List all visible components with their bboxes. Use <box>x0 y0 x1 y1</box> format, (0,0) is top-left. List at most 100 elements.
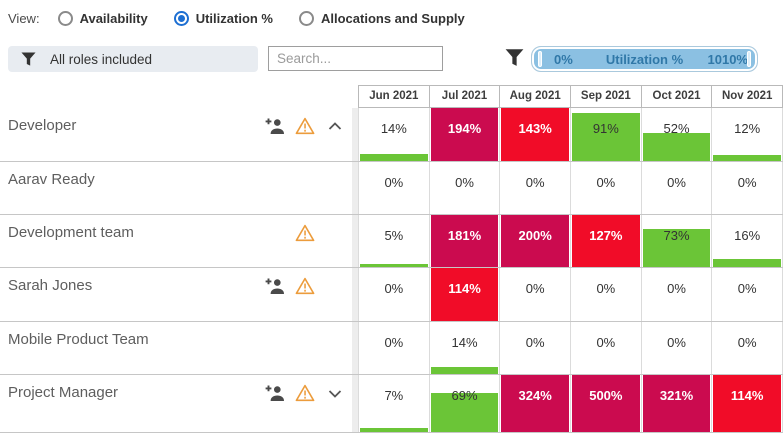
month-headers: Jun 2021 Jul 2021 Aug 2021 Sep 2021 Oct 2021… <box>358 85 783 108</box>
utilization-fill <box>501 215 570 267</box>
icon-slot <box>260 277 290 295</box>
add-person-icon[interactable] <box>265 278 285 295</box>
grid-header: Jun 2021 Jul 2021 Aug 2021 Sep 2021 Oct 2021… <box>0 85 783 108</box>
utilization-value: 14% <box>451 335 478 350</box>
utilization-cell[interactable]: 127% <box>570 215 641 267</box>
utilization-cell[interactable]: 0% <box>570 268 641 321</box>
utilization-cell[interactable]: 0% <box>428 162 500 214</box>
resource-name: Aarav Ready <box>8 171 95 188</box>
utilization-filter-button[interactable] <box>503 48 525 70</box>
utilization-cell[interactable]: 14% <box>358 108 429 161</box>
utilization-cell[interactable]: 16% <box>711 215 783 267</box>
resource-row-development-team: Development team 5% 181% 200% 127% 73% 16% <box>0 215 783 268</box>
add-person-icon[interactable] <box>265 385 285 402</box>
utilization-cell[interactable]: 321% <box>640 375 712 432</box>
utilization-cell[interactable]: 0% <box>570 162 641 214</box>
utilization-fill <box>430 108 499 161</box>
view-option-availability[interactable]: Availability <box>57 10 148 26</box>
icon-slot <box>260 224 290 242</box>
utilization-value: 7% <box>384 388 404 403</box>
slider-handle-min[interactable] <box>538 51 542 67</box>
pane-divider <box>352 215 358 267</box>
utilization-cell[interactable]: 14% <box>428 322 500 374</box>
utilization-range-slider[interactable]: 0% Utilization % 1010% <box>531 46 758 72</box>
radio-selected-icon[interactable] <box>173 10 189 26</box>
view-option-allocations-and-supply[interactable]: Allocations and Supply <box>299 10 465 26</box>
utilization-cell[interactable]: 0% <box>640 162 712 214</box>
header-spacer <box>0 85 358 108</box>
resource-name-cell: Development team <box>0 215 352 267</box>
utilization-value: 0% <box>667 335 686 350</box>
utilization-cell[interactable]: 0% <box>499 162 571 214</box>
pane-divider <box>352 375 358 432</box>
icon-slot <box>320 171 350 189</box>
utilization-cell[interactable]: 181% <box>428 215 500 267</box>
utilization-cell[interactable]: 114% <box>428 268 500 321</box>
radio-icon[interactable] <box>299 10 314 26</box>
icon-slot <box>260 171 290 189</box>
row-icons <box>260 277 352 295</box>
utilization-cell[interactable]: 73% <box>640 215 712 267</box>
month-header: Oct 2021 <box>640 86 712 107</box>
month-header: Sep 2021 <box>570 86 641 107</box>
utilization-cell[interactable]: 0% <box>640 268 712 321</box>
utilization-cell[interactable]: 0% <box>711 268 783 321</box>
utilization-cell[interactable]: 0% <box>358 162 429 214</box>
utilization-cell[interactable]: 0% <box>499 268 571 321</box>
utilization-value: 324% <box>518 388 552 403</box>
utilization-cell[interactable]: 200% <box>499 215 571 267</box>
icon-slot <box>260 331 290 349</box>
view-option-utilization[interactable]: Utilization % <box>173 10 273 26</box>
utilization-cell[interactable]: 500% <box>570 375 641 432</box>
utilization-value: 12% <box>734 121 761 136</box>
row-icons <box>260 171 352 189</box>
utilization-value: 0% <box>525 175 545 190</box>
utilization-cell[interactable]: 69% <box>428 375 500 432</box>
utilization-cell[interactable]: 0% <box>499 322 571 374</box>
utilization-cell[interactable]: 0% <box>640 322 712 374</box>
chevron-up-icon[interactable] <box>328 121 342 131</box>
utilization-cell[interactable]: 0% <box>711 322 783 374</box>
utilization-cell[interactable]: 324% <box>499 375 571 432</box>
utilization-cell[interactable]: 194% <box>428 108 500 161</box>
utilization-fill <box>430 268 499 321</box>
utilization-value: 14% <box>380 121 407 136</box>
utilization-cell[interactable]: 12% <box>711 108 783 161</box>
month-header: Nov 2021 <box>711 86 782 107</box>
utilization-cell[interactable]: 7% <box>358 375 429 432</box>
radio-icon[interactable] <box>57 10 73 26</box>
utilization-fill <box>430 215 499 267</box>
slider-title: Utilization % <box>605 51 684 67</box>
utilization-fill <box>572 112 640 161</box>
utilization-cell[interactable]: 143% <box>499 108 571 161</box>
resource-row-sarah-jones: Sarah Jones 0% 114% 0% 0% 0% 0% <box>0 268 783 322</box>
utilization-value: 0% <box>384 175 404 190</box>
row-cells: 5% 181% 200% 127% 73% 16% <box>358 215 783 267</box>
resource-name: Sarah Jones <box>8 277 93 294</box>
utilization-cell[interactable]: 91% <box>570 108 641 161</box>
resource-name-cell: Sarah Jones <box>0 268 352 321</box>
utilization-cell[interactable]: 0% <box>570 322 641 374</box>
roles-filter-button[interactable]: All roles included <box>8 46 258 72</box>
warning-icon <box>295 277 315 295</box>
row-cells: 14% 194% 143% 91% 52% 12% <box>358 108 783 161</box>
utilization-value: 114% <box>730 388 764 403</box>
icon-slot <box>260 117 290 135</box>
add-person-icon[interactable] <box>265 118 285 135</box>
search-input[interactable] <box>268 46 443 71</box>
icon-slot <box>290 117 320 135</box>
utilization-cell[interactable]: 0% <box>358 268 429 321</box>
utilization-cell[interactable]: 5% <box>358 215 429 267</box>
utilization-cell[interactable]: 0% <box>711 162 783 214</box>
warning-icon <box>295 384 315 402</box>
utilization-value: 127% <box>589 228 623 243</box>
utilization-value: 0% <box>384 281 404 296</box>
month-header: Jul 2021 <box>428 86 500 107</box>
chevron-down-icon[interactable] <box>328 389 342 398</box>
utilization-cell[interactable]: 52% <box>640 108 712 161</box>
utilization-value: 0% <box>455 175 474 190</box>
utilization-cell[interactable]: 114% <box>711 375 783 432</box>
icon-slot <box>320 224 350 242</box>
slider-handle-max[interactable] <box>747 51 751 67</box>
utilization-cell[interactable]: 0% <box>358 322 429 374</box>
